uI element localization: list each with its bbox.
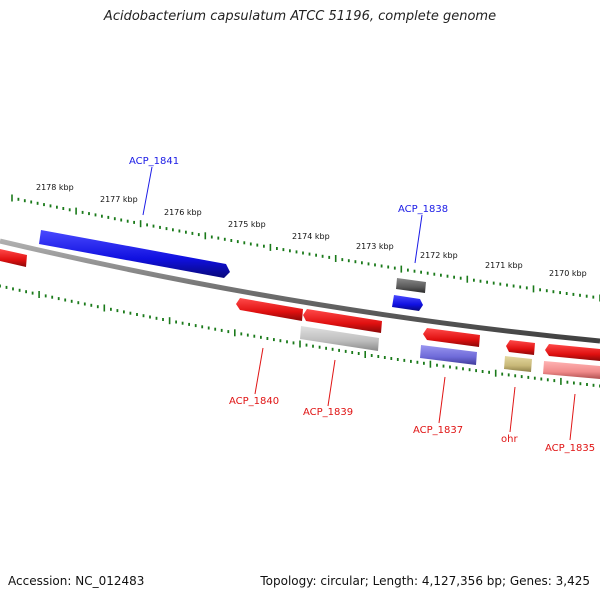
gene-arrow-acp-1840[interactable] <box>236 298 303 321</box>
accession-footer: Accession: NC_012483 <box>8 574 145 588</box>
gene-label-acp-1837[interactable]: ACP_1837 <box>413 425 463 436</box>
ruler-label-2172: 2172 kbp <box>420 251 458 260</box>
gene-label-acp-1838[interactable]: ACP_1838 <box>398 204 448 215</box>
reverse-strand-features <box>236 298 600 379</box>
leader-line-acp-1838 <box>414 214 423 264</box>
gene-arrow-acp-1835[interactable] <box>545 344 600 361</box>
gene-label-acp-1841[interactable]: ACP_1841 <box>129 156 179 167</box>
ruler-label-2171: 2171 kbp <box>485 261 523 270</box>
cog-box-acp-1839[interactable] <box>300 326 379 351</box>
leader-line-ohr <box>509 386 516 433</box>
ruler-label-2174: 2174 kbp <box>292 232 330 241</box>
cog-box-acp-1835[interactable] <box>543 361 600 379</box>
gene-arrow-acp-1841[interactable] <box>39 230 230 278</box>
gene-label-ohr[interactable]: ohr <box>501 434 518 445</box>
cog-box-acp-1837[interactable] <box>420 345 477 365</box>
cog-box-acp-1838[interactable] <box>396 278 426 293</box>
leader-line-acp-1839 <box>327 359 336 407</box>
genome-backbone <box>0 238 600 344</box>
ruler-tick-labels: 2178 kbp 2177 kbp 2176 kbp 2175 kbp 2174… <box>36 183 587 278</box>
ruler-label-2173: 2173 kbp <box>356 242 394 251</box>
ruler-label-2176: 2176 kbp <box>164 208 202 217</box>
genome-stats-footer: Topology: circular; Length: 4,127,356 bp… <box>260 574 590 588</box>
ruler-label-2178: 2178 kbp <box>36 183 74 192</box>
gene-labels: ACP_1841 ACP_1838 ACP_1840 ACP_1839 ACP_… <box>129 156 595 454</box>
gene-arrow-ohr[interactable] <box>506 340 535 355</box>
gene-arrow-acp-1838[interactable] <box>392 295 423 311</box>
gene-label-acp-1840[interactable]: ACP_1840 <box>229 396 279 407</box>
gene-arrow-acp-1837[interactable] <box>423 328 480 347</box>
ruler-label-2175: 2175 kbp <box>228 220 266 229</box>
leader-line-acp-1841 <box>142 166 153 216</box>
leader-line-acp-1840 <box>254 347 264 395</box>
inner-tick-ruler <box>0 284 600 388</box>
ruler-label-2177: 2177 kbp <box>100 195 138 204</box>
forward-strand-features <box>0 230 426 311</box>
cog-box-ohr[interactable] <box>504 356 532 372</box>
ruler-label-2170: 2170 kbp <box>549 269 587 278</box>
map-title: Acidobacterium capsulatum ATCC 51196, co… <box>103 9 497 24</box>
leader-line-acp-1835 <box>569 393 576 441</box>
gene-arrow-acp-1839[interactable] <box>303 309 382 333</box>
outer-tick-ruler <box>11 194 600 302</box>
gene-arrow-left-edge[interactable] <box>0 249 27 267</box>
gene-label-acp-1835[interactable]: ACP_1835 <box>545 443 595 454</box>
leader-line-acp-1837 <box>438 376 446 424</box>
gene-label-acp-1839[interactable]: ACP_1839 <box>303 407 353 418</box>
